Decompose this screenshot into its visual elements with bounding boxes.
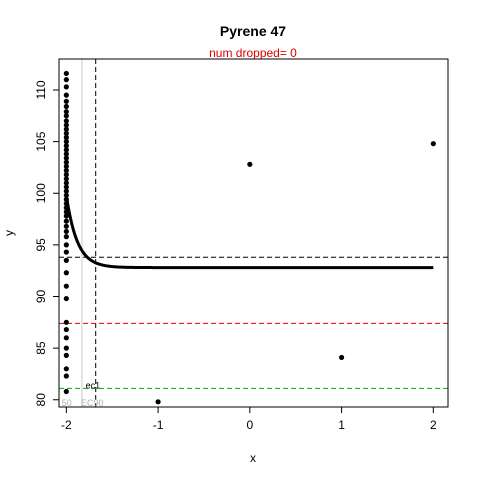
x-tick-label: -1	[153, 418, 164, 432]
data-point	[63, 249, 69, 255]
y-tick-label: 80	[34, 393, 48, 407]
y-tick-label: 110	[34, 80, 48, 99]
data-point	[63, 257, 69, 263]
fit-curve-line	[64, 195, 434, 270]
plot-box	[58, 58, 449, 408]
annotation-label: ec1	[86, 380, 101, 390]
data-point	[63, 188, 69, 194]
x-axis-label: x	[250, 451, 256, 465]
data-point	[63, 176, 69, 182]
data-point	[63, 180, 69, 186]
data-points	[63, 70, 436, 405]
data-point	[63, 143, 69, 149]
data-point	[63, 319, 69, 325]
y-tick-label: 100	[34, 183, 48, 203]
data-point	[63, 92, 69, 98]
data-point	[63, 366, 69, 372]
data-point	[247, 161, 253, 167]
data-point	[338, 354, 345, 361]
data-point	[63, 98, 69, 104]
data-point	[63, 196, 69, 203]
data-point	[63, 172, 69, 178]
data-point	[63, 163, 69, 169]
x-tick-label: 2	[430, 418, 437, 432]
data-point	[63, 84, 69, 90]
data-point	[155, 399, 161, 405]
annotation-label: EC90	[81, 398, 104, 408]
data-point	[63, 139, 69, 145]
data-point	[63, 130, 69, 136]
data-point	[63, 113, 69, 119]
data-point	[63, 270, 69, 276]
data-point	[63, 373, 69, 379]
data-point	[63, 283, 69, 289]
y-tick-label: 85	[34, 341, 48, 355]
y-tick-label: 105	[34, 131, 48, 151]
data-point	[63, 151, 69, 157]
data-point	[63, 155, 69, 161]
x-axis: -2 -1 0 1 2	[61, 406, 437, 432]
data-point	[63, 209, 69, 215]
data-point	[63, 228, 69, 235]
data-point	[63, 335, 69, 341]
data-point	[63, 184, 69, 190]
y-axis: 80 85 90 95 100 105 110	[34, 80, 60, 407]
data-point	[63, 242, 69, 248]
data-point	[63, 122, 69, 128]
data-point	[430, 141, 436, 147]
x-tick-label: 0	[246, 418, 253, 432]
data-point	[63, 223, 69, 229]
data-point	[63, 167, 69, 174]
reference-lines	[59, 59, 448, 407]
data-point	[63, 147, 69, 153]
data-point	[63, 70, 69, 77]
annotation-label: 50	[62, 398, 72, 408]
fit-curve	[64, 195, 434, 270]
data-point	[63, 218, 69, 224]
data-point	[63, 326, 69, 333]
chart-title: Pyrene 47	[220, 23, 286, 39]
x-tick-label: -2	[61, 418, 72, 432]
y-tick-label: 90	[34, 290, 48, 304]
data-point	[63, 109, 69, 115]
y-axis-label: y	[2, 230, 16, 236]
data-point	[63, 159, 69, 165]
data-point	[63, 77, 69, 83]
y-tick-label: 95	[34, 238, 48, 252]
chart-subtitle: num dropped= 0	[209, 46, 297, 60]
data-point	[63, 192, 69, 198]
data-point	[63, 295, 69, 302]
annotations: ec1 50 EC90	[62, 380, 104, 408]
data-point	[63, 126, 69, 132]
data-point	[63, 352, 69, 358]
data-point	[63, 205, 69, 211]
data-point	[63, 200, 69, 207]
data-point	[63, 345, 69, 351]
data-point	[63, 234, 69, 240]
data-point	[63, 118, 69, 124]
data-point	[63, 134, 69, 141]
data-point	[63, 213, 69, 219]
x-tick-label: 1	[338, 418, 345, 432]
data-point	[63, 388, 69, 395]
data-point	[63, 103, 69, 110]
